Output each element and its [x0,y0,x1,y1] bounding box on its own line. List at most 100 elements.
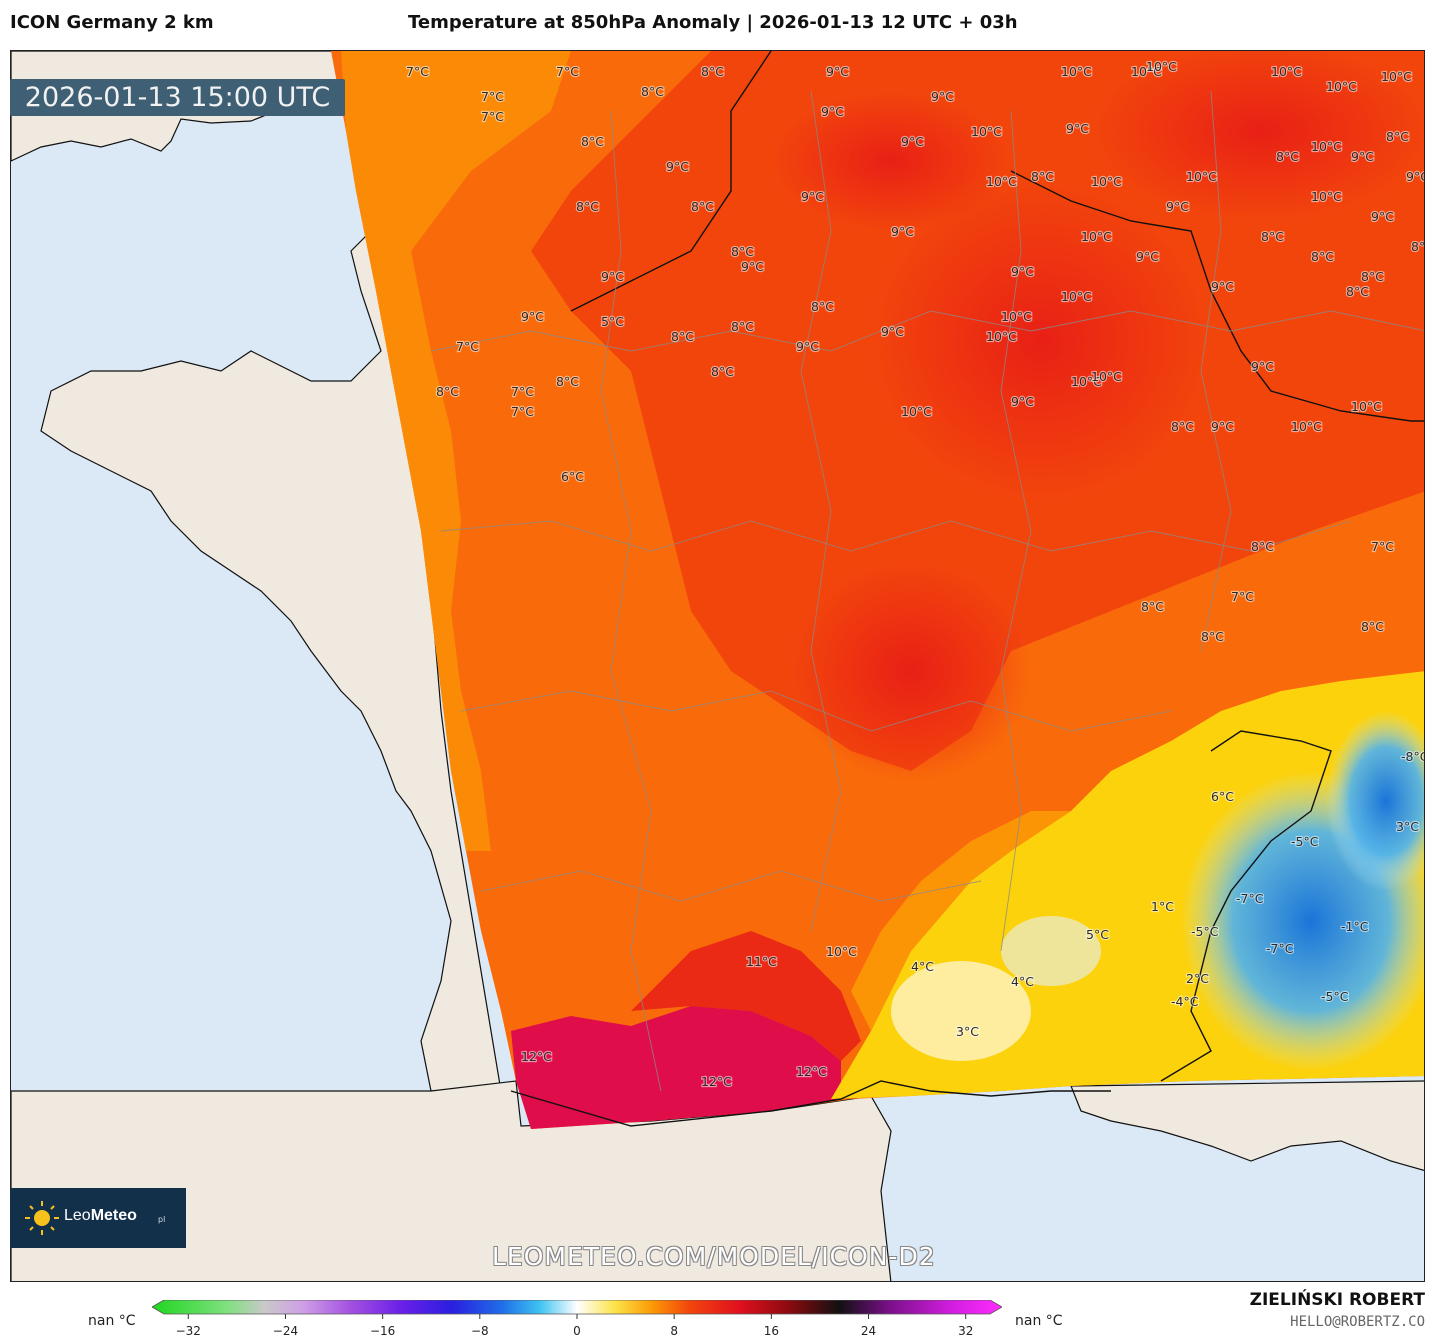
temperature-label: 10°C [986,174,1017,189]
cool-patch-south [891,961,1031,1061]
temperature-label: 9°C [1371,209,1394,224]
temperature-label: 9°C [601,269,624,284]
temperature-label: 10°C [1001,309,1032,324]
temperature-label: 9°C [1136,249,1159,264]
temperature-label: 12°C [701,1074,732,1089]
author-name: ZIELIŃSKI ROBERT [1249,1290,1425,1310]
temperature-label: 8°C [641,84,664,99]
temperature-label: 8°C [1141,599,1164,614]
temperature-label: 12°C [521,1049,552,1064]
temperature-label: 10°C [901,404,932,419]
temperature-label: 10°C [1351,399,1382,414]
temperature-label: 7°C [481,109,504,124]
temperature-label: 9°C [1211,279,1234,294]
temperature-label: 10°C [1091,174,1122,189]
map-panel: 7°C 7°C 7°C 8°C 8°C 9°C 10°C 10°C 10°C 10°C 8°C 9°C… [10,50,1425,1282]
anomaly-core-north2 [771,91,1011,231]
temperature-label: 9°C [741,259,764,274]
temperature-label: 9°C [931,89,954,104]
temperature-label: 9°C [1011,394,1034,409]
temperature-label: 3°C [1396,819,1419,834]
colorbar-tick-label: −16 [369,1324,396,1338]
temperature-label: 8°C [581,134,604,149]
temperature-label: 8°C [701,64,724,79]
temperature-label: 9°C [1066,121,1089,136]
temperature-label: 8°C [436,384,459,399]
temperature-label: 8°C [1386,129,1409,144]
temperature-label: 8°C [1251,539,1274,554]
temperature-label: 10°C [1326,79,1357,94]
temperature-label: 8°C [731,319,754,334]
temperature-label: 9°C [1166,199,1189,214]
temperature-label: -5°C [1291,834,1319,849]
temperature-label: -7°C [1236,891,1264,906]
chart-title: Temperature at 850hPa Anomaly | 2026-01-… [408,12,1018,33]
temperature-label: 3°C [956,1024,979,1039]
temperature-anomaly-map: 7°C 7°C7°C8°C8°C9°C 10°C 10°C 10°C10°C8°C 9°C… [11,51,1425,1281]
colorbar [152,1300,1002,1319]
temperature-label: 9°C [1251,359,1274,374]
temperature-label: -8°C [1401,749,1425,764]
temperature-label: 9°C [821,104,844,119]
temperature-label: 10°C [1061,289,1092,304]
temperature-label: 10°C [1081,229,1112,244]
temperature-label: 8°C [1346,284,1369,299]
temperature-label: 9°C [901,134,924,149]
land-brittany-west [40,229,502,1092]
sun-icon [25,1201,59,1235]
temperature-label: 7°C [511,384,534,399]
temperature-label: 8°C [1311,249,1334,264]
temperature-label: -7°C [1266,941,1294,956]
temperature-label: 2°C [1186,971,1209,986]
temperature-label: 8°C [711,364,734,379]
colorbar-tick-label: −32 [175,1324,201,1338]
temperature-label: 5°C [601,314,624,329]
anomaly-field-mild-se [851,811,1071,1031]
coastlines [510,51,1424,1127]
temperature-label: 9°C [881,324,904,339]
temperature-label: 8°C [671,329,694,344]
temperature-label: 12°C [796,1064,827,1079]
temperature-label: 8°C [1201,629,1224,644]
temperature-label: 10°C [1271,64,1302,79]
temperature-label: 9°C [1011,264,1034,279]
temperature-label: 8°C [576,199,599,214]
temperature-label: 11°C [746,954,777,969]
temperature-label: 6°C [561,469,584,484]
colorbar-tick-label: 16 [763,1324,779,1338]
temperature-label: 6°C [1211,789,1234,804]
temperature-label: 1°C [1151,899,1174,914]
temperature-label: 9°C [521,309,544,324]
temperature-label: 10°C [1061,64,1092,79]
temperature-label: 10°C [1291,419,1322,434]
model-title: ICON Germany 2 km [10,12,214,33]
legend-nan-right: nan °C [1015,1313,1063,1329]
temperature-label: 4°C [911,959,934,974]
anomaly-core-centre [791,561,1031,781]
temperature-label: 9°C [1351,149,1374,164]
temperature-label: -4°C [1171,994,1199,1009]
anomaly-core-ne [1091,51,1424,221]
temperature-label: 10°C [1146,59,1177,74]
temperature-label: 8°C [1261,229,1284,244]
leometeo-logo: LeoMeteo pl [10,1188,186,1248]
temperature-label: 10°C [986,329,1017,344]
temperature-label: 9°C [891,224,914,239]
logo-wordmark: LeoMeteo [64,1207,137,1224]
region-borders [430,90,1424,1092]
temperature-label: -5°C [1321,989,1349,1004]
temperature-label: 8°C [1171,419,1194,434]
temperature-label: 10°C [1071,374,1102,389]
temperature-label: 5°C [1086,927,1109,942]
temperature-label: 7°C [456,339,479,354]
temperature-label: 9°C [666,159,689,174]
temperature-label: 10°C [1311,189,1342,204]
temperature-label: 8°C [1031,169,1054,184]
temperature-label: 8°C [691,199,714,214]
colorbar-tick-label: 24 [860,1324,877,1338]
anomaly-field-south-red [631,931,861,1061]
temperature-label: 10°C [1131,64,1162,79]
anomaly-field-mild-west [341,51,571,851]
author-email: HELLO@ROBERTZ.CO [1290,1314,1425,1330]
temperature-label: 7°C [481,89,504,104]
